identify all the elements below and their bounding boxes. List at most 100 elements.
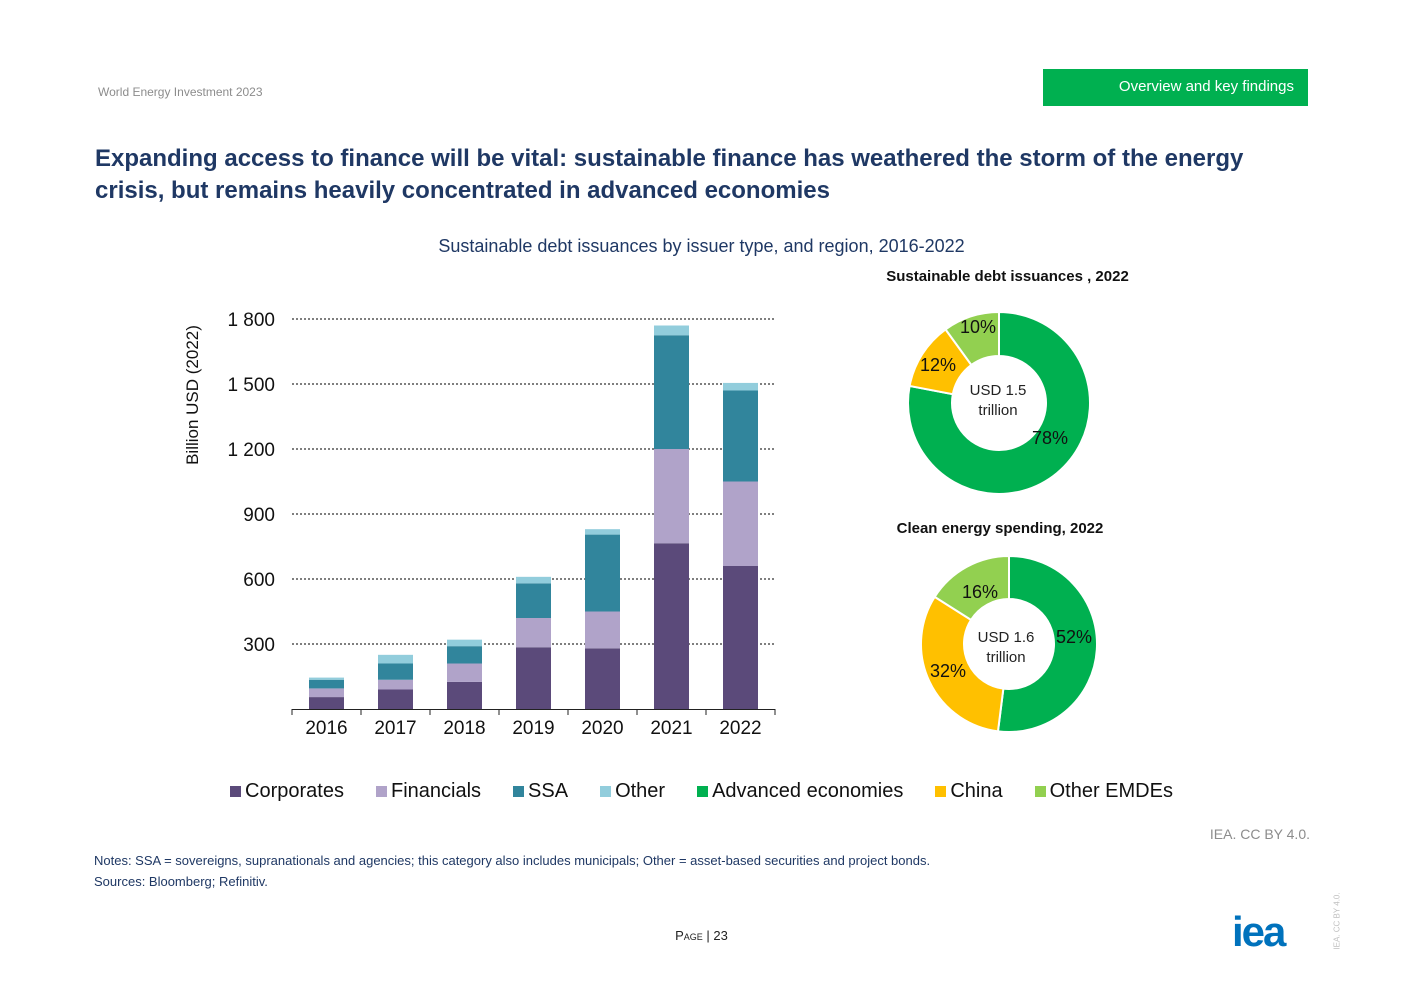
bar-2019-financials (516, 618, 551, 648)
y-tick-label-1500: 1 500 (227, 375, 275, 396)
iea-logo[interactable]: iea (1232, 915, 1310, 951)
bar-2018-ssa (447, 646, 482, 664)
x-tick-label-2018: 2018 (443, 718, 485, 739)
sources: Sources: Bloomberg; Refinitiv. (94, 874, 268, 889)
bar-2021-other (654, 325, 689, 336)
legend-other-emdes: Other EMDEs (1034, 780, 1173, 803)
donut2-label-china: 32% (930, 661, 967, 681)
bar-2018-corporates (447, 681, 482, 709)
x-tick-label-2016: 2016 (305, 718, 347, 739)
iea-logo-text: iea (1232, 915, 1287, 951)
legend-swatch-financials (375, 786, 387, 797)
bar-2022-ssa (723, 390, 758, 482)
legend-swatch-corporates (230, 786, 242, 797)
bar-2019-ssa (516, 583, 551, 618)
bar-2018-financials (447, 663, 482, 682)
x-tick-label-2021: 2021 (650, 718, 692, 739)
bar-2022-corporates (723, 566, 758, 709)
bar-marks (309, 325, 758, 709)
donut2-title: Clean energy spending, 2022 (896, 520, 1104, 537)
donut1-label-advanced: 78% (1032, 428, 1069, 448)
legend-corporates: Corporates (230, 780, 344, 803)
bar-2020-financials (585, 611, 620, 649)
y-tick-label-300: 300 (243, 635, 275, 656)
bar-2016-ssa (309, 679, 344, 689)
legend-swatch-other (600, 786, 612, 797)
page-separator: | (706, 928, 714, 943)
legend-label-other: Other (615, 780, 666, 802)
bar-2020-other (585, 529, 620, 535)
y-tick-label-600: 600 (243, 570, 275, 591)
legend-label-advanced: Advanced economies (712, 780, 904, 802)
bar-2017-financials (378, 679, 413, 690)
bar-2016-corporates (309, 697, 344, 709)
bar-2017-corporates (378, 689, 413, 709)
donut-clean-energy (920, 554, 1098, 733)
legend-label-china: China (950, 780, 1003, 802)
donut1-label-other-emdes: 10% (960, 317, 997, 337)
publication-title: World Energy Investment 2023 (98, 85, 263, 99)
page-title: Expanding access to finance will be vita… (95, 145, 1244, 204)
page-label: Page (675, 928, 703, 943)
legend-label-other-emdes: Other EMDEs (1049, 780, 1173, 802)
bar-2016-other (309, 677, 344, 680)
legend: Corporates Financials SSA Other Advanced… (0, 780, 1403, 803)
donut2-slice-advanced-economies (996, 554, 1098, 733)
x-tick-label-2017: 2017 (374, 718, 416, 739)
bar-x-axis: 2016 2017 2018 2019 2020 2021 2022 (291, 709, 776, 739)
donut1-slice-advanced-economies (907, 310, 1091, 495)
page-number: Page | 23 (0, 928, 1403, 943)
section-badge[interactable]: Overview and key findings (1043, 69, 1308, 106)
legend-financials: Financials (375, 780, 482, 803)
donut2-center-line2: trillion (986, 649, 1026, 666)
legend-swatch-other-emdes (1034, 786, 1046, 797)
donut2-center-line1: USD 1.6 (977, 629, 1035, 646)
vertical-credit: IEA. CC BY 4.0. (1332, 892, 1342, 950)
donut2-slice-other-emdes (933, 554, 1010, 622)
bar-2021-corporates (654, 543, 689, 709)
x-tick-label-2022: 2022 (719, 718, 761, 739)
donut2-label-other-emdes: 16% (962, 582, 999, 602)
donut2-label-advanced: 52% (1056, 627, 1093, 647)
x-tick-label-2020: 2020 (581, 718, 623, 739)
legend-advanced: Advanced economies (697, 780, 903, 803)
bar-2022-other (723, 382, 758, 391)
bar-2016-financials (309, 688, 344, 698)
bar-y-ticks: 300 600 900 1 200 1 500 1 800 (227, 310, 275, 656)
donut1-center-line1: USD 1.5 (969, 382, 1027, 399)
chart-title: Sustainable debt issuances by issuer typ… (438, 236, 965, 256)
bar-2021-ssa (654, 335, 689, 449)
bar-2019-other (516, 576, 551, 584)
donut2-slice-china (920, 595, 1005, 733)
bar-2017-ssa (378, 663, 413, 680)
donut2-center-label: USD 1.6 trillion (956, 628, 1056, 668)
legend-swatch-china (935, 786, 947, 797)
donut-sustainable-debt (907, 310, 1091, 495)
notes: Notes: SSA = sovereigns, supranationals … (94, 853, 931, 868)
bar-2020-ssa (585, 534, 620, 612)
legend-swatch-ssa (513, 786, 525, 797)
donut1-center-line2: trillion (978, 402, 1018, 419)
bar-2021-financials (654, 449, 689, 544)
bar-2019-corporates (516, 647, 551, 709)
legend-label-ssa: SSA (528, 780, 569, 802)
donut1-title: Sustainable debt issuances , 2022 (886, 268, 1129, 285)
credit: IEA. CC BY 4.0. (1209, 826, 1310, 842)
donut1-center-label: USD 1.5 trillion (948, 381, 1048, 421)
legend-other: Other (600, 780, 665, 803)
legend-ssa: SSA (513, 780, 568, 803)
page-value: 23 (713, 928, 728, 943)
donut1-slice-other-emdes (944, 310, 1000, 367)
bar-2022-financials (723, 481, 758, 566)
legend-swatch-advanced (697, 786, 709, 797)
x-tick-label-2019: 2019 (512, 718, 554, 739)
y-tick-label-1800: 1 800 (227, 310, 275, 331)
y-tick-label-900: 900 (243, 505, 275, 526)
donut1-label-china: 12% (920, 355, 957, 375)
legend-label-financials: Financials (390, 780, 482, 802)
bar-2020-corporates (585, 648, 620, 709)
bar-2018-other (447, 639, 482, 647)
legend-china: China (935, 780, 1003, 803)
bar-2017-other (378, 654, 413, 664)
